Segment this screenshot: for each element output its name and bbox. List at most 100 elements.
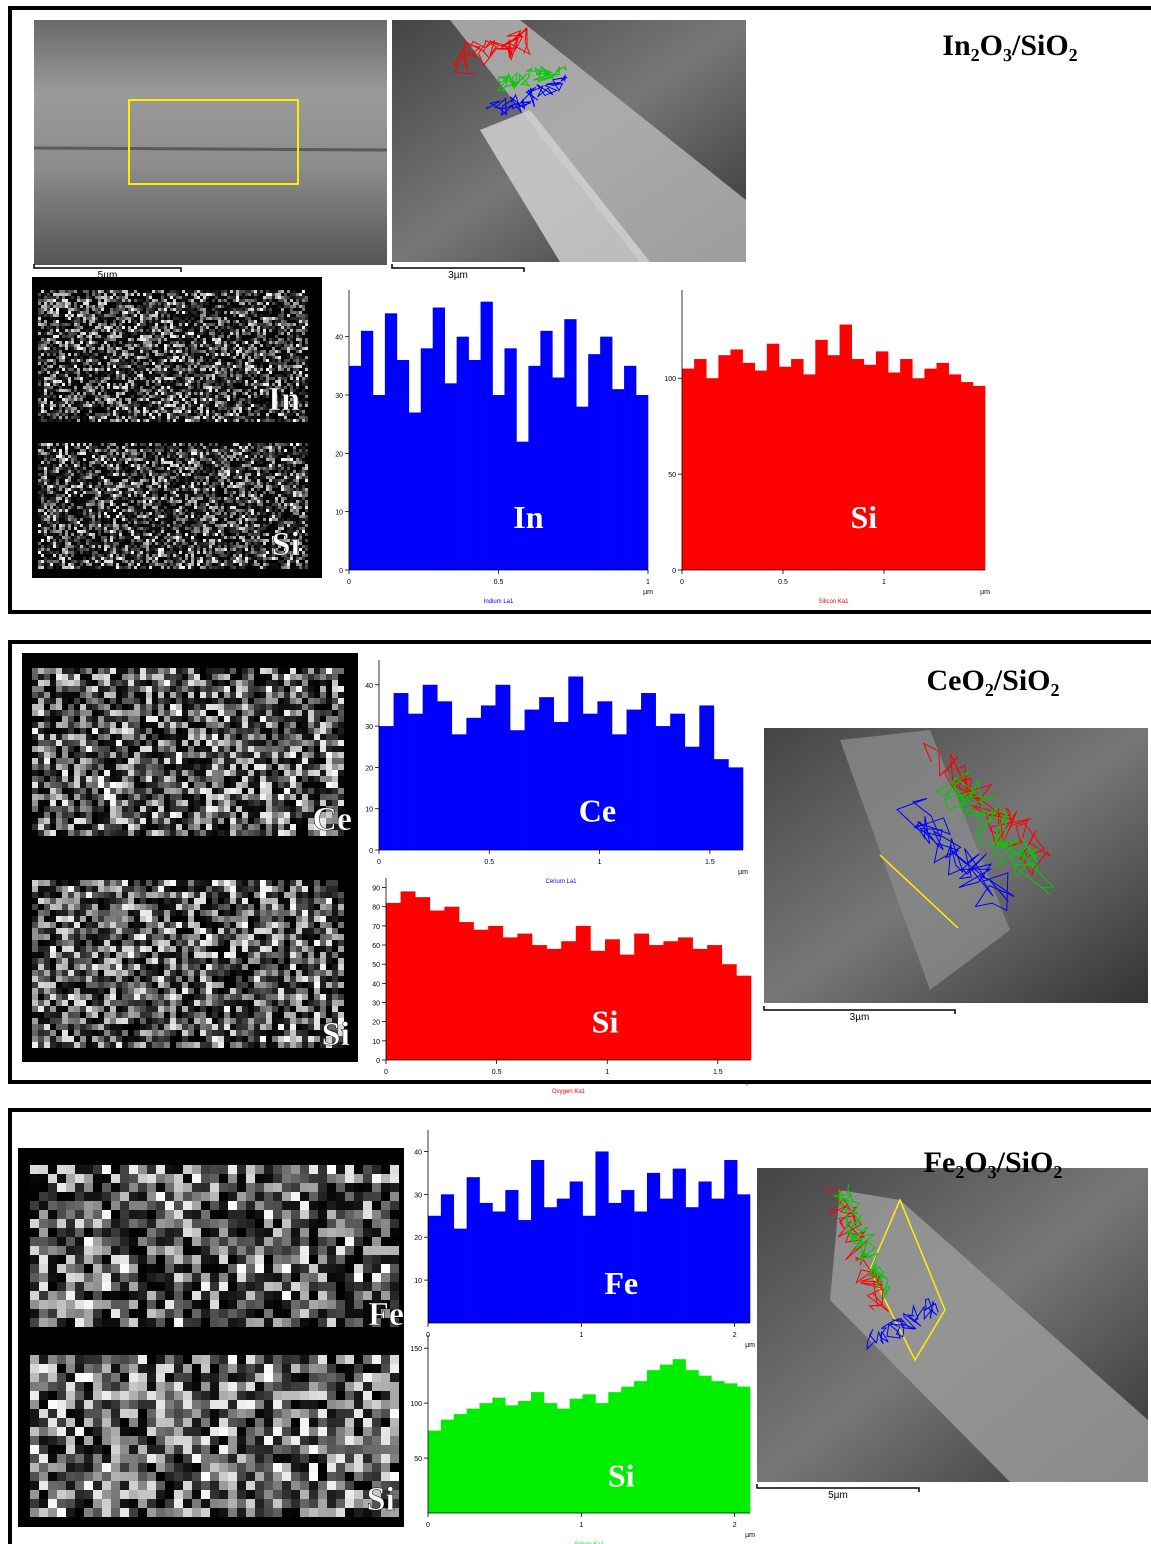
- bar: [582, 713, 598, 850]
- x-tick-label: 2: [733, 1522, 737, 1529]
- bar: [546, 948, 562, 1060]
- bar: [349, 365, 362, 570]
- bar: [582, 1394, 596, 1513]
- bar: [492, 395, 505, 570]
- bar: [444, 383, 457, 570]
- bar: [543, 1403, 558, 1513]
- bar: [728, 767, 744, 850]
- chart-annotation: Ce: [579, 793, 616, 829]
- bar: [778, 366, 792, 570]
- map-label: Si: [272, 526, 300, 563]
- bar: [682, 368, 695, 570]
- scan-box: [128, 99, 299, 185]
- x-unit: µm: [738, 869, 748, 876]
- x-unit: µm: [980, 589, 990, 596]
- x-unit: µm: [745, 1532, 755, 1539]
- bar: [561, 941, 577, 1060]
- bar: [575, 925, 591, 1060]
- bar: [505, 1405, 519, 1513]
- y-tick-label: 50: [372, 962, 380, 969]
- y-tick-label: 40: [335, 335, 343, 342]
- bar: [600, 336, 613, 570]
- x-tick-label: 1: [579, 1332, 583, 1339]
- bar: [888, 372, 901, 570]
- bar: [875, 351, 889, 570]
- scan-profile: [934, 770, 1055, 895]
- y-tick-label: 0: [369, 848, 373, 855]
- bar: [440, 1419, 455, 1513]
- bar: [532, 945, 547, 1060]
- bar: [495, 684, 511, 850]
- bar: [730, 349, 743, 570]
- bar: [948, 374, 962, 570]
- fiber: [450, 20, 746, 262]
- x-tick-label: 0.5: [484, 859, 494, 866]
- element-map: [30, 1165, 399, 1327]
- y-tick-label: 30: [335, 393, 343, 400]
- x-tick-label: 0: [377, 859, 381, 866]
- scale-bar: [763, 1006, 956, 1014]
- bar: [634, 1381, 648, 1513]
- bar: [936, 362, 949, 570]
- bar: [692, 948, 708, 1060]
- bar: [636, 395, 649, 570]
- scale-bar: [756, 1484, 920, 1492]
- bar: [595, 1403, 609, 1513]
- scan-profile: [452, 26, 531, 75]
- bar: [698, 1181, 712, 1323]
- x-tick-label: 0: [426, 1522, 430, 1529]
- bar: [517, 933, 533, 1060]
- bar: [924, 368, 937, 570]
- chart-annotation: Si: [608, 1457, 635, 1493]
- sem-image: [34, 20, 387, 265]
- bar: [422, 684, 438, 850]
- x-tick-label: 0: [680, 579, 684, 586]
- map-label: Ce: [312, 801, 352, 838]
- bar: [492, 1397, 506, 1513]
- bar: [400, 891, 416, 1060]
- bar: [453, 1228, 467, 1323]
- bar: [672, 1168, 686, 1323]
- bar: [706, 378, 719, 570]
- bar: [408, 412, 422, 570]
- scale-bar-label: 5µm: [98, 270, 118, 281]
- bar: [569, 1398, 583, 1513]
- chart-annotation: Si: [592, 1004, 619, 1040]
- bar: [827, 355, 840, 570]
- element-map: [38, 443, 308, 569]
- bar: [540, 330, 553, 570]
- y-tick-label: 40: [372, 981, 380, 988]
- x-axis-label: Cerium La1: [545, 879, 577, 885]
- bar: [766, 343, 780, 570]
- bar: [724, 1383, 738, 1513]
- x-tick-label: 0.5: [494, 579, 504, 586]
- bar: [556, 1198, 570, 1323]
- bar: [468, 360, 481, 570]
- y-tick-label: 30: [372, 1001, 380, 1008]
- bar: [721, 964, 737, 1060]
- scan-line: [869, 1198, 946, 1362]
- bar: [803, 374, 816, 570]
- y-tick-label: 100: [410, 1401, 422, 1408]
- bar: [505, 1190, 519, 1323]
- bar: [791, 359, 804, 570]
- bar: [393, 693, 409, 850]
- bar: [502, 937, 518, 1060]
- bar: [437, 701, 453, 850]
- bar: [543, 1207, 558, 1323]
- bar: [678, 937, 693, 1060]
- y-tick-label: 0: [672, 568, 676, 575]
- bar: [415, 897, 431, 1060]
- chart-annotation: Fe: [604, 1265, 638, 1301]
- bar: [612, 389, 625, 570]
- bar: [453, 1414, 467, 1513]
- scale-bar-label: 5µm: [828, 1490, 848, 1501]
- x-tick-label: 0.5: [778, 579, 788, 586]
- bar: [815, 339, 828, 570]
- bar: [754, 370, 768, 570]
- bar: [621, 1386, 635, 1513]
- bar: [539, 697, 555, 850]
- x-tick-label: 1: [646, 579, 650, 586]
- bar: [736, 975, 752, 1060]
- bar: [518, 1220, 532, 1323]
